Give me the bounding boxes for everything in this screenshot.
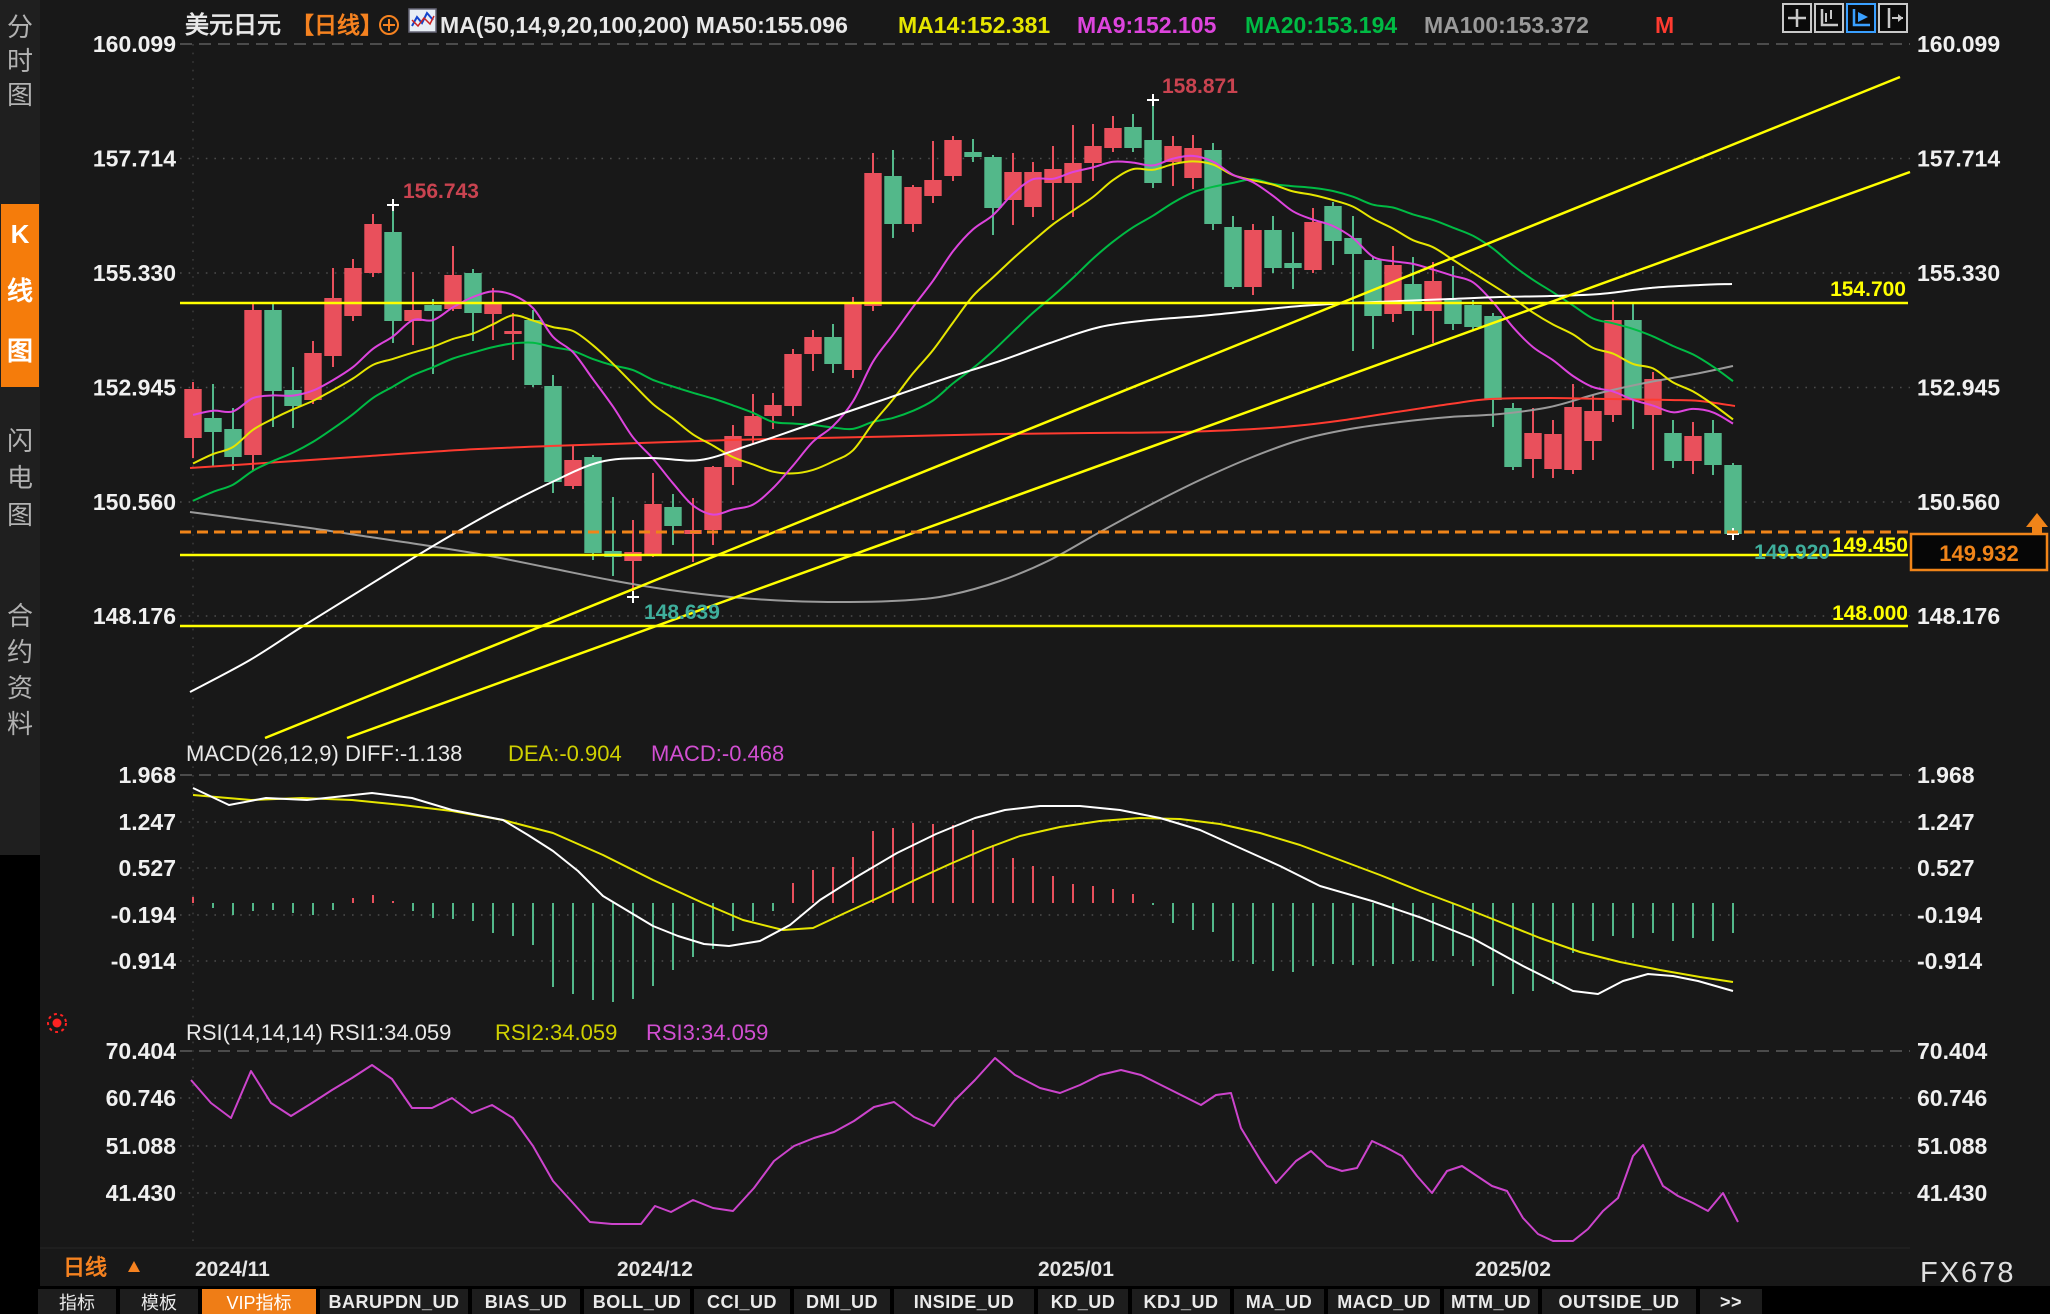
svg-text:图: 图 — [7, 80, 33, 110]
svg-text:MA20:153.194: MA20:153.194 — [1245, 12, 1397, 38]
svg-text:160.099: 160.099 — [93, 31, 176, 57]
svg-text:2024/11: 2024/11 — [195, 1258, 270, 1281]
svg-text:152.945: 152.945 — [93, 375, 176, 401]
svg-text:BIAS_UD: BIAS_UD — [485, 1292, 568, 1312]
svg-text:BOLL_UD: BOLL_UD — [593, 1292, 682, 1312]
svg-text:152.945: 152.945 — [1917, 375, 2000, 401]
svg-text:155.330: 155.330 — [1917, 260, 2000, 286]
svg-text:约: 约 — [7, 637, 33, 667]
svg-text:MA14:152.381: MA14:152.381 — [898, 12, 1050, 38]
svg-text:MA9:152.105: MA9:152.105 — [1077, 12, 1217, 38]
svg-text:-0.914: -0.914 — [1917, 948, 1982, 974]
svg-text:2025/01: 2025/01 — [1038, 1258, 1114, 1281]
svg-text:0.527: 0.527 — [118, 855, 176, 881]
svg-text:1.968: 1.968 — [1917, 762, 1975, 788]
svg-text:【日线】: 【日线】 — [291, 12, 383, 38]
svg-text:2024/12: 2024/12 — [617, 1258, 693, 1281]
svg-text:148.639: 148.639 — [644, 601, 720, 624]
svg-text:1.968: 1.968 — [118, 762, 176, 788]
svg-text:157.714: 157.714 — [93, 146, 176, 172]
svg-text:149.932: 149.932 — [1939, 541, 2019, 566]
svg-text:VIP指标: VIP指标 — [226, 1293, 291, 1313]
svg-text:MACD(26,12,9) DIFF:-1.138: MACD(26,12,9) DIFF:-1.138 — [186, 741, 462, 766]
svg-text:MA100:153.372: MA100:153.372 — [1424, 12, 1589, 38]
svg-text:149.450: 149.450 — [1832, 534, 1908, 557]
svg-text:分: 分 — [7, 12, 33, 42]
svg-text:MACD:-0.468: MACD:-0.468 — [651, 741, 784, 766]
svg-text:41.430: 41.430 — [1917, 1180, 1987, 1206]
svg-text:2025/02: 2025/02 — [1475, 1258, 1551, 1281]
svg-text:158.871: 158.871 — [1162, 75, 1238, 98]
svg-text:150.560: 150.560 — [1917, 489, 2000, 515]
svg-text:DEA:-0.904: DEA:-0.904 — [508, 741, 622, 766]
svg-text:美元日元: 美元日元 — [185, 11, 281, 39]
svg-text:70.404: 70.404 — [106, 1038, 177, 1064]
svg-text:1.247: 1.247 — [118, 809, 176, 835]
svg-text:MA_UD: MA_UD — [1246, 1292, 1313, 1312]
svg-text:模板: 模板 — [141, 1293, 177, 1313]
svg-text:指标: 指标 — [59, 1293, 95, 1313]
svg-text:K: K — [11, 219, 30, 249]
svg-text:电: 电 — [7, 463, 33, 493]
svg-text:KDJ_UD: KDJ_UD — [1143, 1292, 1218, 1312]
svg-text:0.527: 0.527 — [1917, 855, 1975, 881]
svg-text:OUTSIDE_UD: OUTSIDE_UD — [1558, 1292, 1679, 1312]
svg-text:148.000: 148.000 — [1832, 602, 1908, 625]
svg-text:FX678: FX678 — [1920, 1257, 2015, 1289]
svg-text:148.176: 148.176 — [1917, 603, 2000, 629]
svg-text:MTM_UD: MTM_UD — [1451, 1292, 1531, 1312]
svg-text:149.920: 149.920 — [1754, 541, 1830, 564]
svg-text:KD_UD: KD_UD — [1051, 1292, 1116, 1312]
svg-text:51.088: 51.088 — [1917, 1133, 1988, 1159]
svg-text:BARUPDN_UD: BARUPDN_UD — [328, 1292, 459, 1312]
svg-text:图: 图 — [7, 500, 33, 530]
svg-text:时: 时 — [7, 46, 33, 76]
svg-text:图: 图 — [7, 336, 33, 366]
svg-text:60.746: 60.746 — [1917, 1085, 1987, 1111]
svg-text:148.176: 148.176 — [93, 603, 176, 629]
svg-text:70.404: 70.404 — [1917, 1038, 1988, 1064]
svg-text:料: 料 — [7, 709, 33, 739]
svg-text:-0.194: -0.194 — [111, 902, 176, 928]
svg-text:RSI(14,14,14) RSI1:34.059: RSI(14,14,14) RSI1:34.059 — [186, 1020, 451, 1045]
svg-text:>>: >> — [1720, 1292, 1742, 1312]
svg-text:157.714: 157.714 — [1917, 146, 2000, 172]
svg-text:MA(50,14,9,20,100,200) MA50:15: MA(50,14,9,20,100,200) MA50:155.096 — [440, 12, 848, 38]
svg-text:154.700: 154.700 — [1830, 278, 1906, 301]
svg-text:INSIDE_UD: INSIDE_UD — [914, 1292, 1015, 1312]
svg-text:闪: 闪 — [7, 426, 33, 456]
svg-text:合: 合 — [7, 601, 33, 631]
svg-text:MACD_UD: MACD_UD — [1337, 1292, 1431, 1312]
svg-text:-0.914: -0.914 — [111, 948, 176, 974]
svg-text:150.560: 150.560 — [93, 489, 176, 515]
svg-text:RSI2:34.059: RSI2:34.059 — [495, 1020, 617, 1045]
svg-text:155.330: 155.330 — [93, 260, 176, 286]
svg-text:60.746: 60.746 — [106, 1085, 176, 1111]
svg-text:RSI3:34.059: RSI3:34.059 — [646, 1020, 768, 1045]
svg-text:DMI_UD: DMI_UD — [806, 1292, 878, 1312]
svg-text:线: 线 — [7, 276, 33, 306]
svg-text:41.430: 41.430 — [106, 1180, 176, 1206]
svg-text:51.088: 51.088 — [106, 1133, 177, 1159]
svg-text:160.099: 160.099 — [1917, 31, 2000, 57]
svg-text:CCI_UD: CCI_UD — [707, 1292, 777, 1312]
svg-text:156.743: 156.743 — [403, 180, 479, 203]
svg-text:-0.194: -0.194 — [1917, 902, 1982, 928]
svg-text:1.247: 1.247 — [1917, 809, 1975, 835]
svg-text:M: M — [1655, 12, 1674, 38]
svg-text:资: 资 — [7, 673, 33, 703]
svg-text:日线: 日线 — [63, 1255, 107, 1280]
